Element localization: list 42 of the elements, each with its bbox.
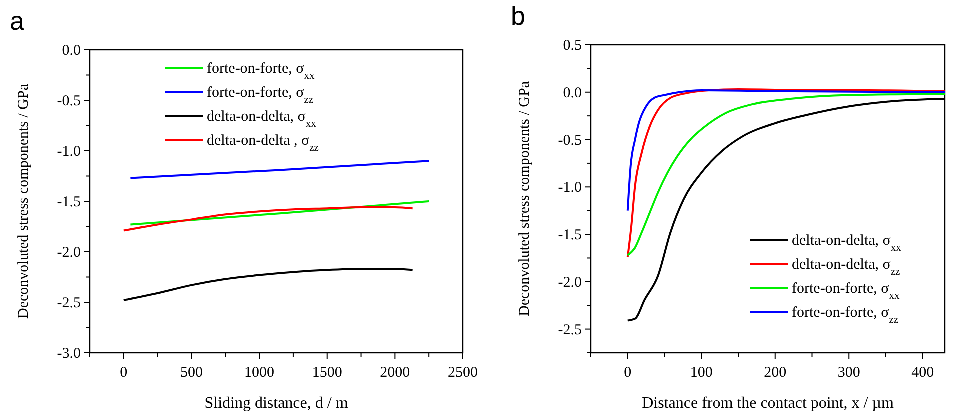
x-tick-label: 0 [624, 365, 632, 381]
x-tick-label: 300 [838, 365, 860, 381]
line-series [122, 206, 414, 232]
y-axis-title: Deconvoluted stress components / GPa [517, 81, 533, 316]
y-tick-label: -2.5 [57, 296, 81, 312]
x-tick-label: 2000 [380, 365, 410, 381]
y-tick-label: -1.0 [57, 144, 81, 160]
x-tick-label: 2500 [448, 365, 478, 381]
x-axis-title: Sliding distance, d / m [204, 395, 349, 412]
x-axis-title: Distance from the contact point, x / µm [642, 395, 894, 412]
x-tick-label: 200 [764, 365, 787, 381]
y-tick-label: -1.5 [57, 194, 81, 210]
y-tick-label: -3.0 [57, 346, 81, 362]
y-tick-label: -0.5 [57, 94, 81, 110]
chart-title: a [10, 6, 25, 36]
y-tick-label: -1.0 [558, 180, 582, 196]
chart-title: b [511, 1, 526, 31]
x-tick-label: 100 [690, 365, 713, 381]
legend-label: delta-on-delta , σ$_{zz}$ [207, 133, 320, 154]
line-series [122, 268, 414, 302]
legend-label: forte-on-forte, σ$_{zz}$ [792, 305, 899, 326]
legend-label: forte-on-forte, σ$_{xx}$ [792, 281, 900, 302]
y-tick-label: -2.0 [57, 245, 81, 261]
legend-label: delta-on-delta, σ$_{xx}$ [207, 109, 318, 130]
x-tick-label: 1000 [244, 365, 275, 381]
y-tick-label: -2.0 [558, 274, 582, 291]
x-tick-label: 0 [120, 365, 128, 381]
y-tick-label: -0.5 [558, 132, 582, 149]
legend-label: forte-on-forte, σ$_{xx}$ [207, 61, 316, 82]
y-tick-label: -1.5 [558, 228, 582, 244]
y-axis-title: Deconvoluted stress components / GPa [16, 84, 32, 319]
y-tick-label: 0.5 [563, 38, 582, 54]
legend-label: delta-on-delta, σ$_{xx}$ [792, 233, 902, 254]
y-tick-label: -2.5 [558, 322, 582, 338]
x-tick-label: 500 [180, 365, 203, 381]
y-tick-label: 0.0 [563, 85, 582, 102]
line-series [626, 89, 946, 212]
y-tick-label: 0.0 [62, 43, 81, 59]
legend-label: delta-on-delta, σ$_{zz}$ [792, 257, 901, 278]
legend-label: forte-on-forte, σ$_{zz}$ [207, 85, 314, 106]
x-tick-label: 1500 [312, 365, 342, 381]
x-tick-label: 400 [912, 365, 934, 381]
